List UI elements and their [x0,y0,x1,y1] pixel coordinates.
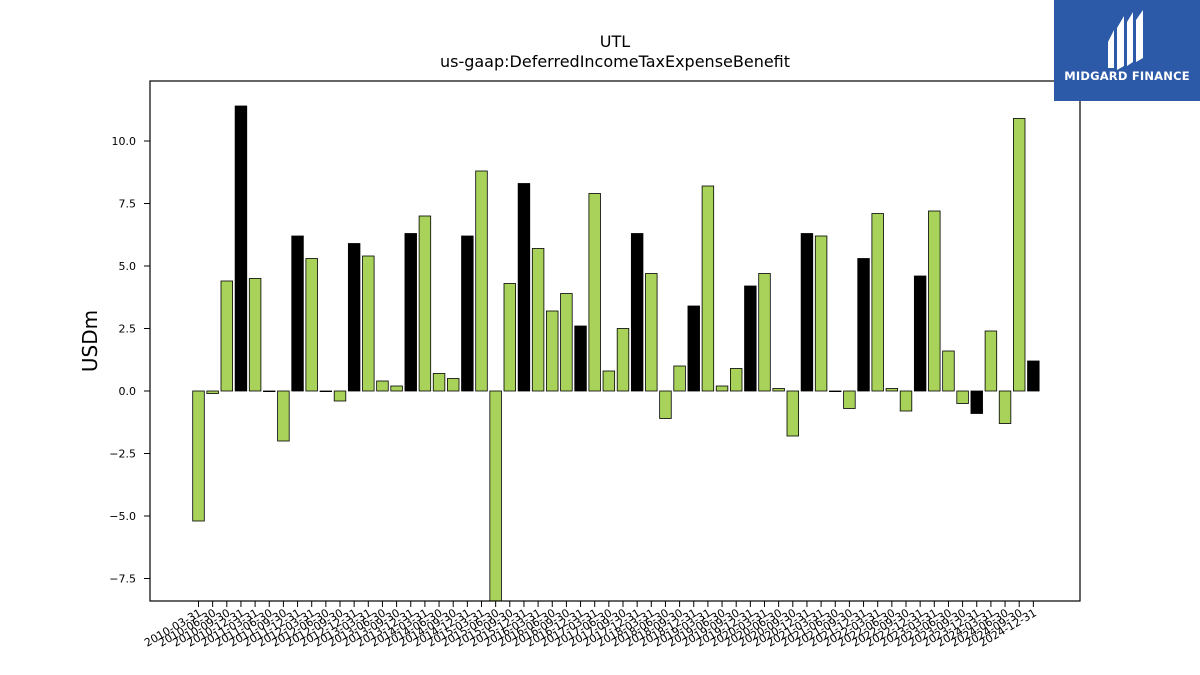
bar-2022-09-30 [899,390,913,412]
bar-2018-03-31 [645,273,658,392]
bar-2017-12-31 [630,233,644,392]
bar-2016-09-30 [560,293,573,392]
bar-2011-06-30 [263,390,276,393]
bar-2019-09-30 [730,368,743,392]
chart-title: UTL [599,32,631,51]
bar-2017-03-31 [588,193,601,392]
bar-2015-03-31 [475,170,488,392]
y-tick-label: −2.5 [109,448,136,461]
bar-2012-03-31 [305,258,318,392]
bar-2024-03-31 [984,330,998,392]
bar-2016-03-31 [531,248,545,392]
bar-2014-03-31 [418,215,432,392]
bar-2011-12-31 [291,235,304,392]
bar-2014-06-30 [432,373,446,392]
bar-2010-06-30 [206,390,219,394]
bar-2018-06-30 [659,390,672,419]
bar-2020-03-31 [758,273,771,392]
bar-2024-06-30 [998,390,1012,424]
bar-2018-09-30 [673,365,686,392]
bar-2012-06-30 [319,390,333,393]
bar-2017-09-30 [616,328,630,392]
bar-2023-03-31 [928,210,941,392]
bar-2020-06-30 [772,388,785,392]
bar-2012-12-31 [347,243,361,392]
bar-2019-03-31 [701,185,715,392]
bar-2017-06-30 [602,370,616,392]
y-tick-label: −7.5 [109,573,136,586]
bar-2014-09-30 [446,378,460,392]
bar-2020-09-30 [786,390,800,437]
bar-2019-12-31 [744,285,757,392]
bar-2024-12-31 [1027,360,1040,392]
bar-2010-03-31 [192,390,205,522]
bar-2013-09-30 [390,385,403,392]
bar-2015-06-30 [489,390,502,602]
bar-2015-12-31 [517,183,531,392]
bar-2021-06-30 [829,390,842,393]
bar-2011-03-31 [248,278,262,392]
bar-2010-12-31 [234,105,248,392]
bar-2016-12-31 [574,325,587,392]
y-tick-label: −5.0 [109,510,136,523]
bar-2015-09-30 [503,283,517,392]
bar-2021-12-31 [857,258,870,392]
bar-2013-12-31 [404,233,417,392]
bar-2021-03-31 [814,235,828,392]
bar-2022-12-31 [913,275,927,392]
bar-2016-06-30 [546,310,559,392]
chart-subtitle: us-gaap:DeferredIncomeTaxExpenseBenefit [439,52,791,71]
bar-2023-09-30 [956,390,969,404]
y-axis-label: USDm [78,310,102,372]
bar-2020-12-31 [800,233,814,392]
bar-2013-03-31 [362,255,375,392]
bar-2013-06-30 [376,380,389,392]
bars-group [192,105,1040,602]
y-tick-label: 10.0 [112,135,137,148]
bar-2018-12-31 [687,305,700,392]
bar-2019-06-30 [715,385,729,392]
y-tick-label: 2.5 [119,323,137,336]
y-axis: −7.5 −5.0 −2.5 0.0 2.5 5.0 7.5 10.0 [109,135,150,586]
plot-frame [149,80,1081,602]
bar-2021-09-30 [843,390,856,409]
bar-2022-03-31 [871,213,884,392]
midgard-finance-logo: MIDGARD FINANCE [1054,0,1200,101]
bar-2014-12-31 [461,235,474,392]
bar-2012-09-30 [333,390,347,402]
bar-2023-12-31 [970,390,983,414]
bar-2010-09-30 [220,280,234,392]
x-axis: 2010-03-312010-06-302010-09-302010-12-31… [142,601,1039,650]
bar-2023-06-30 [942,350,955,392]
logo-text: MIDGARD FINANCE [1064,69,1190,83]
y-tick-label: 5.0 [119,260,137,273]
bar-2011-09-30 [277,390,290,442]
y-tick-label: 0.0 [119,385,137,398]
logo-mark-icon [1108,10,1143,70]
bar-2022-06-30 [885,388,899,392]
y-tick-label: 7.5 [119,198,137,211]
bar-2024-09-30 [1013,118,1026,392]
